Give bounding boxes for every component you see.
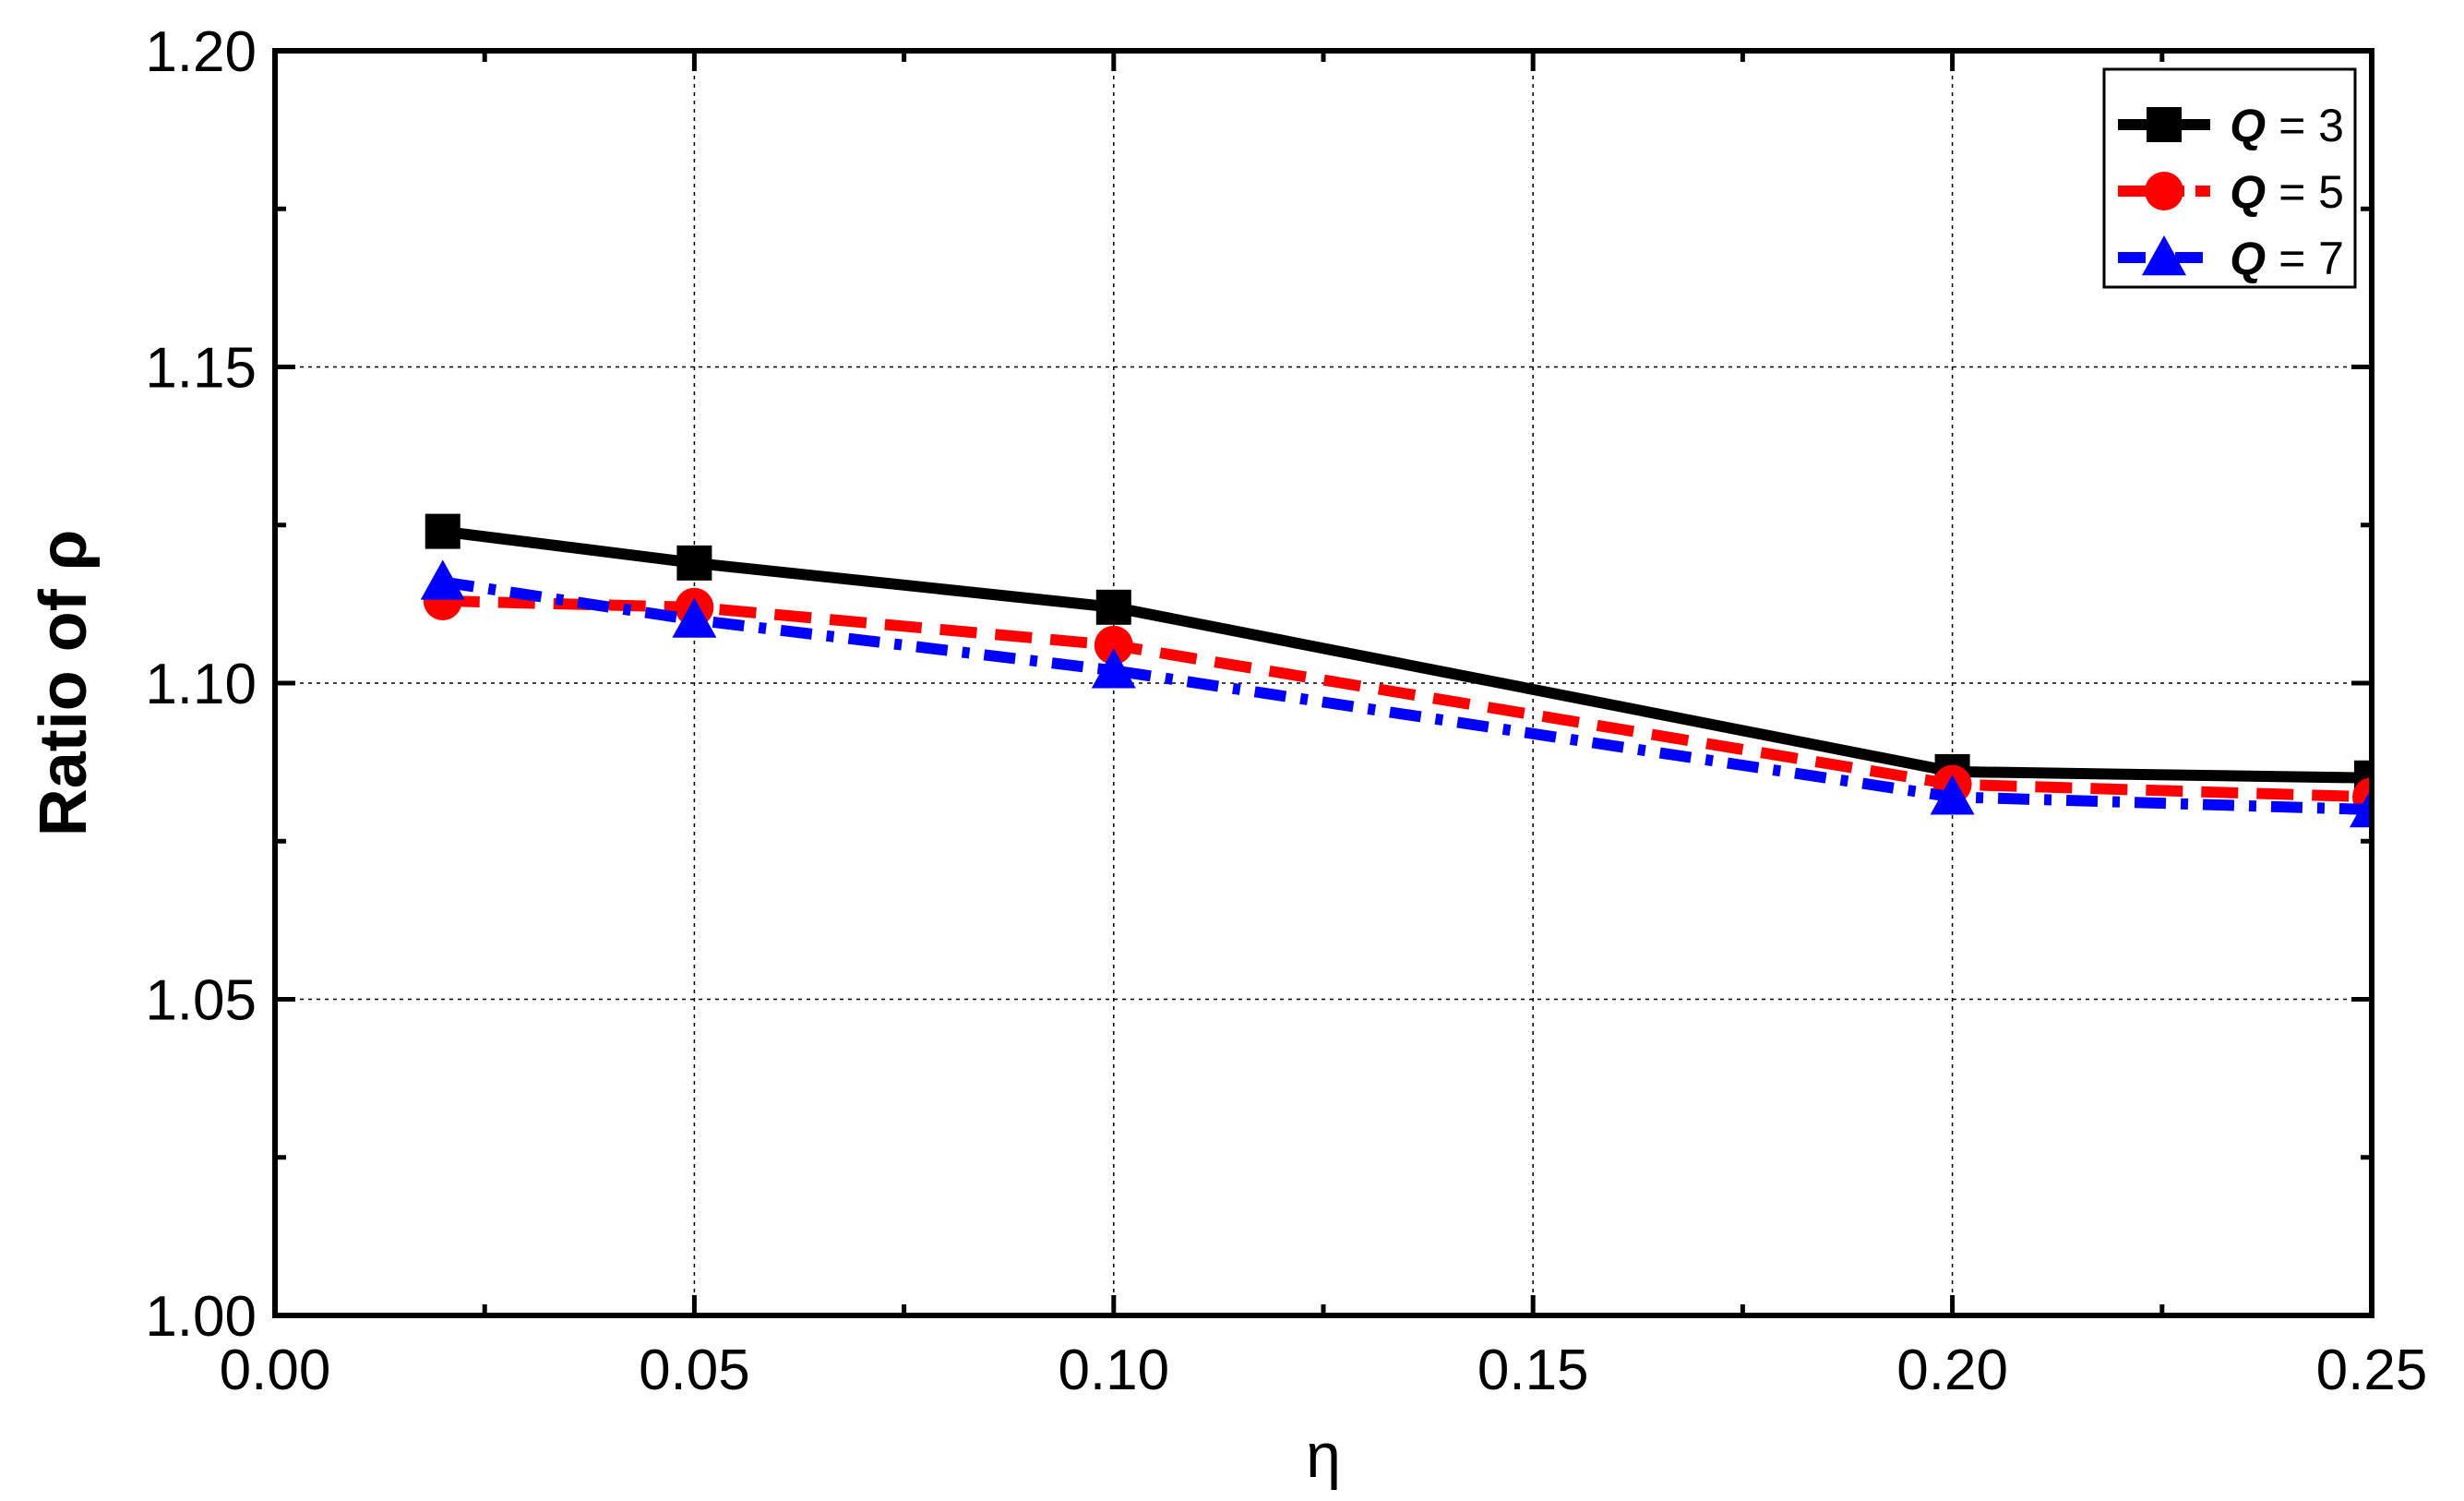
x-tick-label: 0.15 [1477, 1339, 1589, 1402]
series-layer [420, 513, 2374, 828]
data-point [1930, 775, 1975, 815]
data-point [425, 513, 461, 549]
series-3 [420, 559, 2374, 828]
x-tick-label: 0.05 [639, 1339, 750, 1402]
data-point [1095, 589, 1131, 625]
legend: Q = 3 Q = 5 Q = 7 [2102, 67, 2357, 289]
x-tick-label: 0.10 [1058, 1339, 1169, 1402]
x-tick-label: 0.20 [1896, 1339, 2008, 1402]
legend-entry-2: Q = 5 [2118, 166, 2344, 218]
legend-box [2102, 67, 2357, 289]
legend-swatch-marker [2142, 235, 2186, 276]
y-tick-label: 1.15 [145, 337, 257, 401]
y-tick-labels: 1.00 1.05 1.10 1.15 1.20 [145, 20, 257, 1349]
data-point [420, 559, 465, 600]
axis-ticks [272, 48, 2374, 1318]
y-tick-label: 1.05 [145, 969, 257, 1033]
series-line [441, 576, 2373, 815]
y-tick-label: 1.20 [145, 20, 257, 84]
data-point [1091, 648, 1136, 689]
legend-swatch-marker [2145, 172, 2183, 210]
legend-entry-3: Q = 7 [2118, 233, 2344, 284]
legend-label: Q = 7 [2230, 233, 2344, 284]
legend-label: Q = 5 [2230, 166, 2344, 218]
x-tick-label: 0.00 [220, 1339, 331, 1402]
y-tick-label: 1.10 [145, 653, 257, 716]
x-axis-title: η [1306, 1421, 1341, 1491]
legend-swatch-marker [2147, 107, 2182, 142]
y-axis-title: Ratio of ρ [27, 530, 101, 837]
legend-label: Q = 3 [2230, 100, 2344, 151]
x-tick-labels: 0.00 0.05 0.10 0.15 0.20 0.25 [220, 1339, 2428, 1402]
x-tick-label: 0.25 [2316, 1339, 2428, 1402]
data-point [1094, 625, 1133, 665]
y-tick-label: 1.00 [145, 1285, 257, 1349]
data-point [672, 597, 717, 638]
legend-entry-1: Q = 3 [2118, 100, 2344, 151]
data-point [676, 545, 712, 581]
data-point [2350, 787, 2374, 828]
